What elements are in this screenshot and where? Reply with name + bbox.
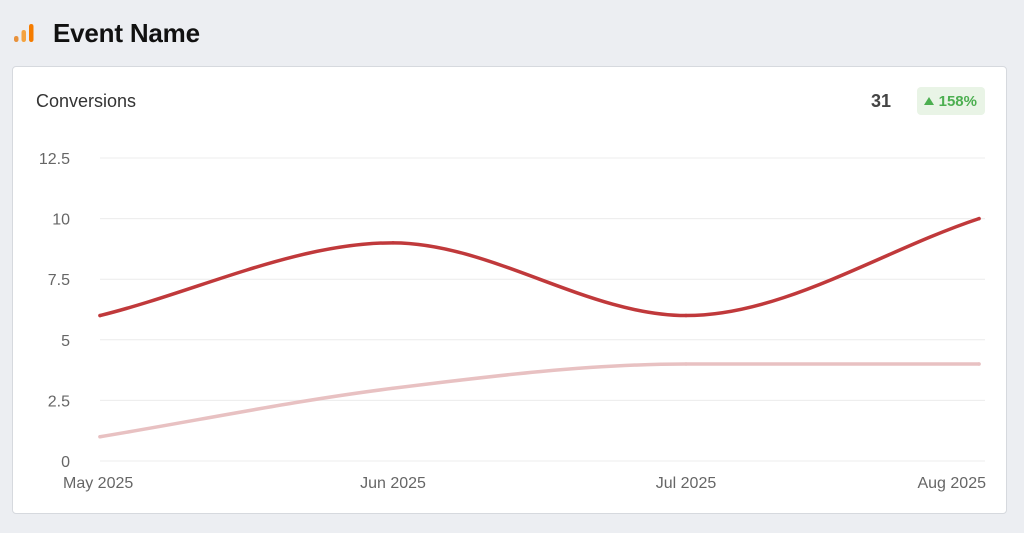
y-tick-label: 5 — [61, 333, 70, 350]
series-lines — [98, 216, 981, 439]
y-tick-label: 10 — [52, 212, 70, 229]
x-tick-label: Jul 2025 — [656, 475, 717, 492]
data-point[interactable] — [977, 362, 981, 366]
change-badge: 158% — [916, 87, 985, 115]
conversions-card: Conversions 31 158% 0 2.5 5 7.5 10 12.5 May 2… — [12, 66, 1007, 514]
data-point[interactable] — [977, 216, 981, 221]
y-tick-label: 0 — [61, 454, 70, 471]
x-tick-label: Aug 2025 — [917, 475, 986, 492]
series-line-secondary — [98, 362, 981, 439]
y-axis-labels: 0 2.5 5 7.5 10 12.5 — [39, 151, 70, 471]
data-point[interactable] — [684, 313, 688, 318]
data-point[interactable] — [684, 362, 688, 366]
grid-lines — [100, 157, 985, 462]
series-line-primary — [98, 216, 981, 318]
data-point[interactable] — [98, 313, 102, 318]
page-title: Event Name — [53, 17, 200, 48]
page-header: Event Name — [12, 14, 200, 52]
data-point[interactable] — [391, 241, 395, 245]
metric-total: 31 — [870, 91, 891, 111]
analytics-bars-icon — [14, 24, 34, 42]
x-tick-label: May 2025 — [63, 475, 133, 492]
data-point[interactable] — [391, 386, 395, 391]
y-tick-label: 12.5 — [39, 151, 70, 168]
data-point[interactable] — [98, 435, 102, 439]
change-percent: 158% — [938, 92, 977, 110]
y-tick-label: 7.5 — [48, 272, 70, 289]
conversions-chart: 0 2.5 5 7.5 10 12.5 May 2025 Jun 2025 Jul 2025 A… — [39, 151, 986, 492]
x-tick-label: Jun 2025 — [360, 475, 426, 492]
metric-label: Conversions — [36, 91, 137, 111]
y-tick-label: 2.5 — [48, 393, 70, 410]
x-axis-labels: May 2025 Jun 2025 Jul 2025 Aug 2025 — [63, 475, 986, 492]
triangle-up-icon — [923, 97, 934, 105]
